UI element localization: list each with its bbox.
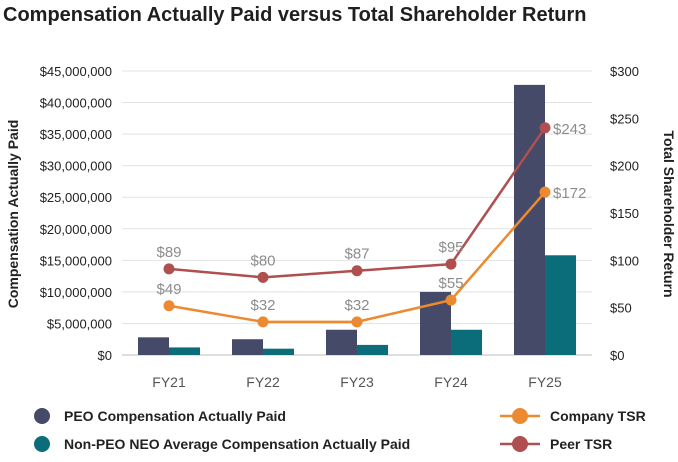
left-axis-title: Compensation Actually Paid	[5, 120, 21, 309]
peer-tsr-data-label: $80	[250, 252, 275, 269]
right-tick-label: $200	[610, 159, 639, 174]
bars	[138, 84, 576, 355]
right-tick-label: $50	[610, 301, 632, 316]
chart-title: Compensation Actually Paid versus Total …	[3, 4, 586, 26]
legend-peer-tsr-swatch	[512, 436, 528, 452]
legend-non-peo-compensation-label: Non-PEO NEO Average Compensation Actuall…	[64, 436, 410, 452]
legend: PEO Compensation Actually Paid Non-PEO NE…	[34, 408, 646, 452]
legend-peo-compensation-swatch	[34, 408, 50, 424]
right-tick-label: $250	[610, 111, 639, 126]
company-tsr-point	[445, 294, 457, 306]
legend-peer-tsr-label: Peer TSR	[550, 436, 612, 452]
left-tick-label: $20,000,000	[40, 222, 112, 237]
bar-non-peo-fy23	[357, 344, 388, 355]
category-label: FY24	[434, 374, 468, 390]
bar-non-peo-fy21	[169, 347, 200, 355]
left-tick-label: $35,000,000	[40, 127, 112, 142]
company-tsr-data-label: $172	[553, 185, 586, 202]
category-label: FY22	[246, 374, 280, 390]
category-labels: FY21 FY22 FY23 FY24 FY25	[152, 374, 562, 390]
right-tick-label: $300	[610, 64, 639, 79]
company-tsr-data-label: $49	[156, 281, 181, 298]
peer-tsr-point	[257, 271, 269, 283]
tsr-lines: $49 $32 $32 $55 $172 $89 $80 $87 $95 $243	[156, 121, 586, 328]
legend-company-tsr-label: Company TSR	[550, 408, 646, 424]
company-tsr-data-label: $55	[438, 275, 463, 292]
bar-non-peo-fy24	[451, 329, 482, 355]
peer-tsr-point	[539, 122, 551, 134]
bar-peo-fy22	[232, 339, 263, 355]
peer-tsr-data-label: $95	[438, 239, 463, 256]
peer-tsr-point	[163, 263, 175, 275]
company-tsr-point	[163, 300, 175, 312]
left-tick-label: $10,000,000	[40, 285, 112, 300]
company-tsr-point	[539, 186, 551, 198]
bar-peo-fy23	[326, 329, 357, 355]
peer-tsr-data-label: $243	[553, 121, 586, 138]
peer-tsr-data-label: $87	[344, 246, 369, 263]
right-axis-title: Total Shareholder Return	[661, 131, 677, 298]
category-label: FY21	[152, 374, 186, 390]
left-tick-label: $45,000,000	[40, 64, 112, 79]
left-tick-label: $0	[98, 348, 112, 363]
right-tick-label: $100	[610, 253, 639, 268]
company-tsr-point	[351, 316, 363, 328]
company-tsr-data-label: $32	[250, 297, 275, 314]
right-tick-label: $0	[610, 348, 624, 363]
peer-tsr-point	[445, 258, 457, 270]
bar-peo-fy21	[138, 337, 169, 355]
left-tick-label: $5,000,000	[47, 316, 112, 331]
peer-tsr-data-label: $89	[156, 244, 181, 261]
legend-company-tsr-swatch	[512, 408, 528, 424]
category-label: FY25	[528, 374, 562, 390]
company-tsr-point	[257, 316, 269, 328]
legend-non-peo-compensation-swatch	[34, 436, 50, 452]
category-label: FY23	[340, 374, 374, 390]
company-tsr-data-label: $32	[344, 297, 369, 314]
bar-non-peo-fy25	[545, 255, 576, 355]
legend-peo-compensation-label: PEO Compensation Actually Paid	[64, 408, 286, 424]
left-tick-label: $15,000,000	[40, 253, 112, 268]
left-axis-ticks: $45,000,000 $40,000,000 $35,000,000 $30,000…	[40, 64, 112, 363]
right-tick-label: $150	[610, 206, 639, 221]
bar-non-peo-fy22	[263, 348, 294, 355]
left-tick-label: $40,000,000	[40, 96, 112, 111]
peer-tsr-point	[351, 265, 363, 277]
left-tick-label: $25,000,000	[40, 190, 112, 205]
right-axis-ticks: $300 $250 $200 $150 $100 $50 $0	[610, 64, 639, 363]
left-tick-label: $30,000,000	[40, 159, 112, 174]
